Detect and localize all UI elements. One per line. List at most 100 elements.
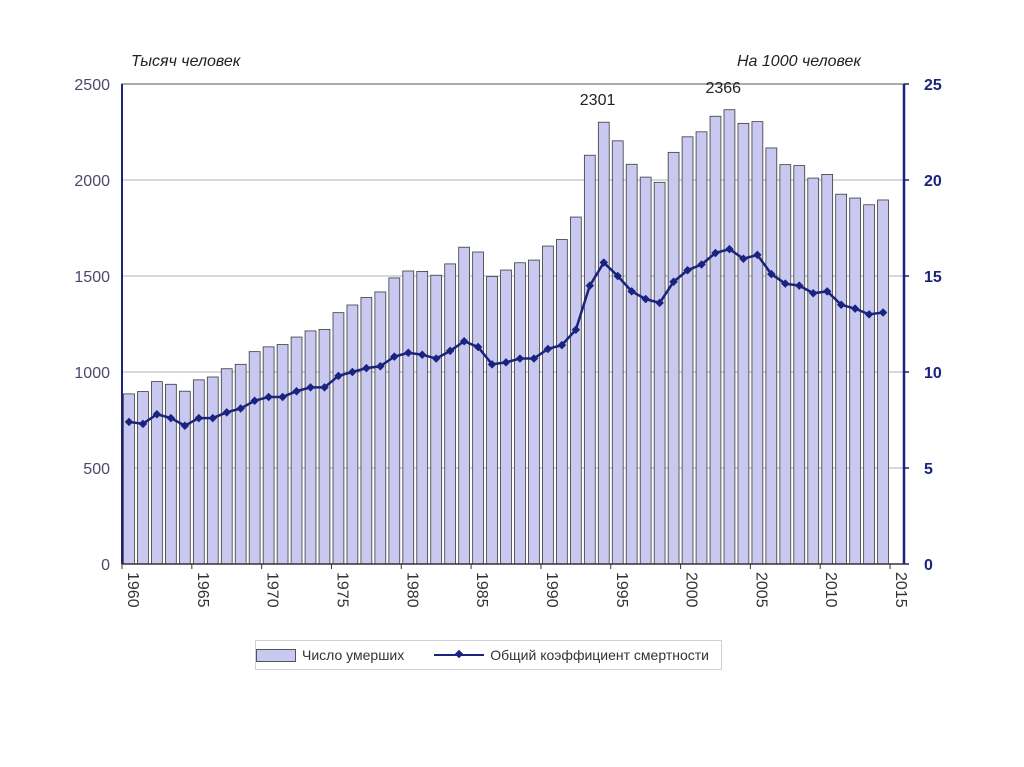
bar-1969 xyxy=(248,351,261,565)
bar-1982 xyxy=(430,274,443,565)
bar-1966 xyxy=(206,376,219,565)
line-point-2012 xyxy=(850,304,860,313)
bar-1980 xyxy=(402,270,415,565)
line-point-1998 xyxy=(655,298,664,308)
bar-1984 xyxy=(458,246,470,565)
legend-bar-swatch xyxy=(256,648,296,662)
line-point-2011 xyxy=(836,300,846,310)
y-right-ticks: 0 5 10 15 20 25 xyxy=(904,77,942,574)
line-point-1980 xyxy=(404,348,413,358)
bar-1968 xyxy=(234,363,247,565)
x-tick-1985: 1985 xyxy=(473,572,490,608)
y-left-axis-title: Тысяч человек xyxy=(131,53,241,70)
x-tick-1990: 1990 xyxy=(543,572,560,608)
y-right-tick-0: 0 xyxy=(924,557,933,574)
bar-1978 xyxy=(374,291,387,565)
bar-1996 xyxy=(625,163,638,565)
line-point-2014 xyxy=(878,308,888,317)
x-tick-1980: 1980 xyxy=(403,572,420,608)
bar-1986 xyxy=(486,275,498,565)
bar-1993 xyxy=(583,154,596,565)
y-right-tick-20: 20 xyxy=(924,173,942,190)
line-point-1962 xyxy=(152,409,162,419)
bar-2013 xyxy=(863,204,875,565)
y-left-tick-1000: 1000 xyxy=(74,365,110,382)
bar-1974 xyxy=(318,328,331,565)
bar-1979 xyxy=(388,277,401,565)
bar-1990 xyxy=(542,245,554,565)
line-series xyxy=(124,244,888,431)
line-point-1989 xyxy=(529,354,539,363)
axes xyxy=(121,83,906,565)
line-point-1979 xyxy=(390,352,399,361)
bar-2009 xyxy=(807,177,820,565)
x-tick-1975: 1975 xyxy=(333,572,350,608)
y-right-axis-title: На 1000 человек xyxy=(737,53,861,70)
line-point-1977 xyxy=(362,363,371,373)
line-point-1996 xyxy=(627,287,636,296)
bar-1975 xyxy=(332,312,345,565)
legend: Число умерших Общий коэффициент смертнос… xyxy=(255,640,722,670)
bar-2001 xyxy=(695,131,708,565)
line-point-1971 xyxy=(278,392,287,402)
bar-2000 xyxy=(681,136,694,565)
bar-1988 xyxy=(514,262,526,565)
y-right-tick-15: 15 xyxy=(924,269,942,286)
line-point-1999 xyxy=(669,277,678,287)
x-tick-2000: 2000 xyxy=(683,572,700,608)
line-point-1961 xyxy=(138,419,148,429)
bar-1994 xyxy=(597,121,610,565)
bar-2007 xyxy=(779,164,792,565)
line-point-2010 xyxy=(822,287,832,296)
legend-line-label: Общий коэффициент смертности xyxy=(490,647,709,663)
y-left-tick-2000: 2000 xyxy=(74,173,110,190)
bar-1998 xyxy=(653,181,666,565)
legend-bar-label: Число умерших xyxy=(302,647,405,663)
line-point-2013 xyxy=(864,310,874,319)
line-point-1985 xyxy=(473,342,483,352)
line-point-1987 xyxy=(501,358,511,367)
line-point-1967 xyxy=(222,408,231,417)
line-point-1968 xyxy=(236,404,245,413)
bar-2008 xyxy=(793,165,806,565)
line-point-1993 xyxy=(585,281,595,290)
bar-1999 xyxy=(667,151,680,565)
y-left-ticks: 0 500 1000 1500 2000 2500 xyxy=(74,77,110,574)
line-point-1964 xyxy=(180,421,190,431)
line-point-1965 xyxy=(194,413,204,423)
annotation-peak-1994: 2301 xyxy=(579,92,616,110)
bar-1970 xyxy=(262,346,275,565)
bar-1962 xyxy=(151,381,163,565)
line-point-1990 xyxy=(543,344,553,354)
bar-1972 xyxy=(290,336,303,565)
line-point-1995 xyxy=(613,271,622,281)
bar-1977 xyxy=(360,297,373,565)
line-point-1986 xyxy=(487,360,497,369)
line-point-1974 xyxy=(320,383,329,392)
y-left-tick-1500: 1500 xyxy=(74,269,110,286)
line-point-2001 xyxy=(697,260,706,269)
y-right-tick-5: 5 xyxy=(924,461,933,478)
x-tick-2005: 2005 xyxy=(752,572,769,608)
bar-2006 xyxy=(765,147,778,565)
line-point-1988 xyxy=(515,354,525,363)
line-point-1975 xyxy=(334,371,343,381)
bar-1989 xyxy=(528,259,540,565)
x-tick-1995: 1995 xyxy=(613,572,630,608)
bar-1983 xyxy=(444,263,457,565)
line-point-1981 xyxy=(417,350,427,359)
y-left-tick-0: 0 xyxy=(101,557,110,574)
bar-2011 xyxy=(835,193,848,565)
x-tick-1960: 1960 xyxy=(124,572,141,608)
bar-1995 xyxy=(611,140,624,565)
bar-1964 xyxy=(178,390,191,565)
bar-1973 xyxy=(304,330,317,565)
line-point-2004 xyxy=(739,254,748,263)
line-point-2007 xyxy=(781,279,790,288)
bar-1967 xyxy=(220,368,233,565)
line-point-1991 xyxy=(557,340,567,350)
line-point-1969 xyxy=(250,396,259,406)
bar-1997 xyxy=(639,176,652,565)
bar-1987 xyxy=(500,269,512,565)
line-point-1972 xyxy=(292,386,301,396)
